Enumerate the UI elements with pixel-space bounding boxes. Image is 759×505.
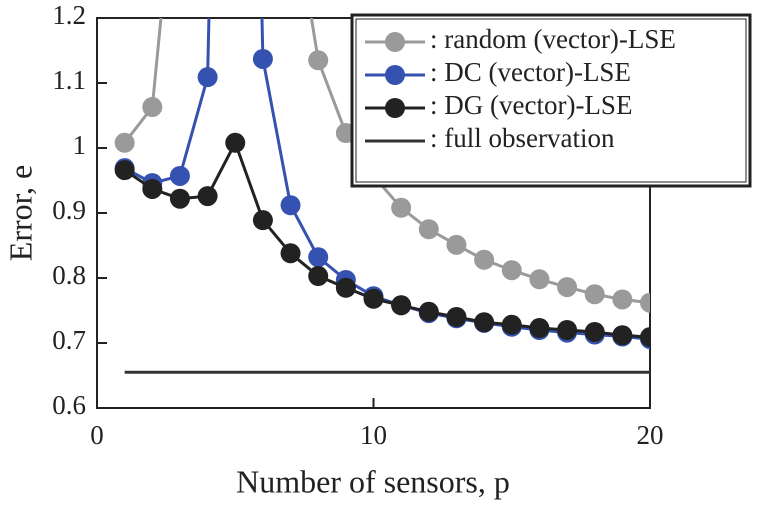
data-point xyxy=(418,219,439,240)
data-point xyxy=(446,307,467,327)
data-point xyxy=(114,160,135,181)
data-point xyxy=(501,260,522,281)
data-point xyxy=(446,234,467,255)
legend-label: : DG (vector)-LSE xyxy=(430,90,632,120)
data-point xyxy=(474,312,495,333)
data-point xyxy=(529,269,550,290)
x-tick-label: 0 xyxy=(90,420,104,450)
data-point xyxy=(335,277,356,298)
data-point xyxy=(308,266,329,287)
legend-inner-border xyxy=(355,18,747,183)
x-tick-label: 20 xyxy=(637,420,664,450)
data-point xyxy=(280,243,301,264)
legend-marker xyxy=(385,65,405,85)
x-tick-label: 10 xyxy=(360,420,387,450)
data-point xyxy=(584,284,605,305)
y-tick-label: 0.6 xyxy=(52,390,86,420)
data-point xyxy=(252,48,273,69)
data-point xyxy=(252,210,273,231)
data-point xyxy=(142,178,163,199)
data-point xyxy=(474,249,495,270)
data-point xyxy=(363,288,384,309)
x-axis-label: Number of sensors, p xyxy=(236,463,510,499)
data-point xyxy=(418,301,439,322)
data-point xyxy=(114,132,135,153)
data-point xyxy=(557,277,578,298)
y-tick-label: 0.9 xyxy=(52,195,86,225)
data-point xyxy=(612,325,633,346)
data-point xyxy=(308,50,329,71)
data-point xyxy=(640,292,650,313)
data-point xyxy=(501,314,522,335)
data-point xyxy=(142,97,163,118)
data-point xyxy=(169,188,190,209)
data-point xyxy=(612,289,633,310)
y-tick-label: 1 xyxy=(73,130,87,160)
data-point xyxy=(584,321,605,342)
data-point xyxy=(225,132,246,153)
y-tick-label: 1.1 xyxy=(52,65,86,95)
data-point xyxy=(391,295,412,316)
data-point xyxy=(197,186,218,207)
legend-label: : full observation xyxy=(430,123,615,153)
data-point xyxy=(529,318,550,339)
data-point xyxy=(557,320,578,340)
data-point xyxy=(308,247,329,268)
y-tick-label: 0.7 xyxy=(52,325,86,355)
y-axis-label: Error, e xyxy=(2,165,38,261)
data-point xyxy=(640,327,650,348)
data-point xyxy=(391,197,412,218)
data-point xyxy=(197,67,218,88)
legend-label: : random (vector)-LSE xyxy=(430,24,676,54)
legend-marker xyxy=(385,98,405,118)
plot-area xyxy=(114,18,650,374)
legend-label: : DC (vector)-LSE xyxy=(430,57,631,87)
y-tick-label: 1.2 xyxy=(52,0,86,30)
data-point xyxy=(280,195,301,216)
data-point xyxy=(169,165,190,186)
y-tick-label: 0.8 xyxy=(52,260,86,290)
legend-marker xyxy=(385,32,405,52)
